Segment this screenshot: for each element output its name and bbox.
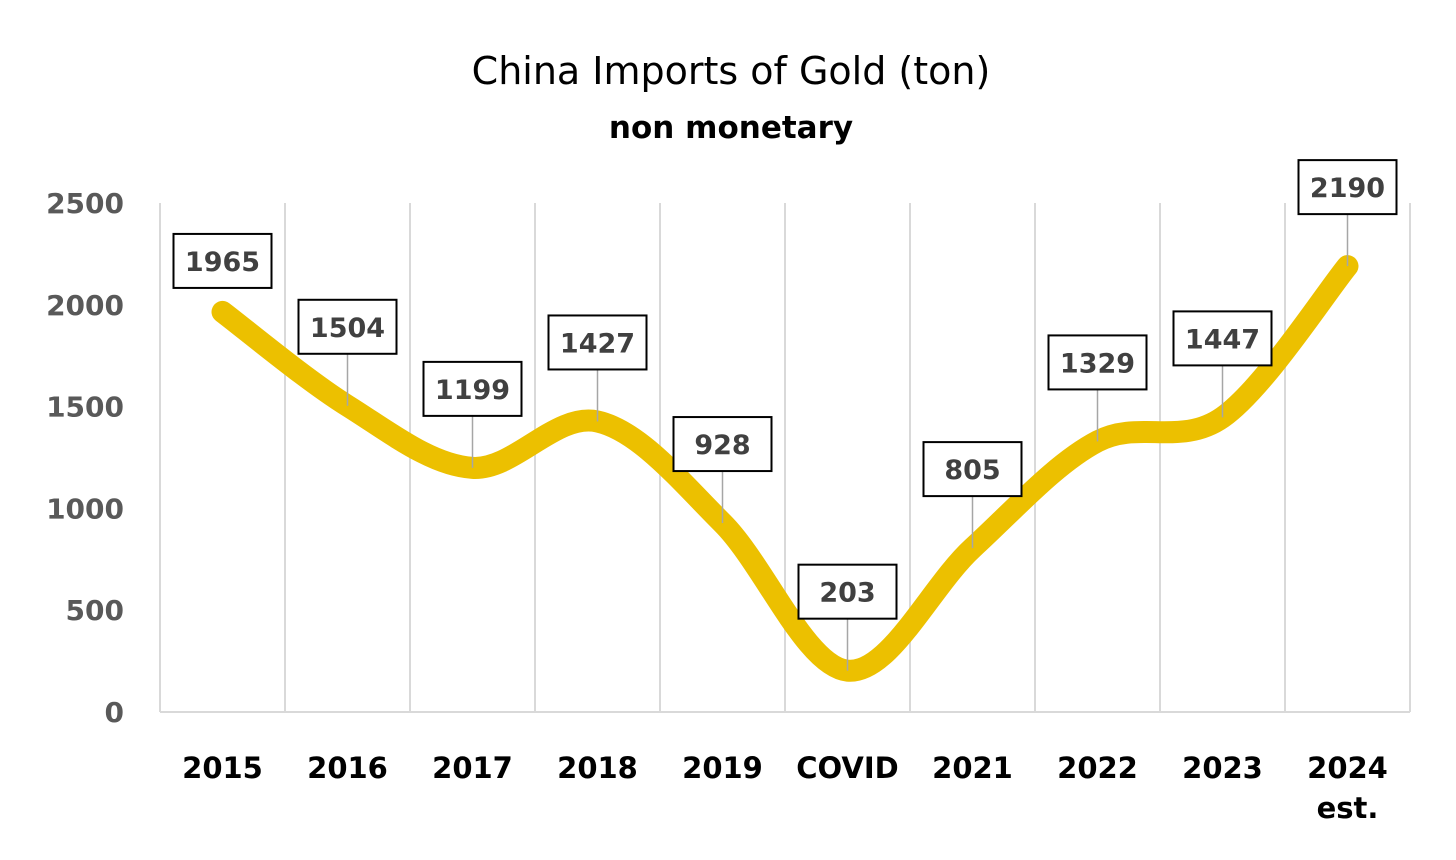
y-axis-ticks: 0 500 1000 1500 2000 2500	[46, 187, 124, 729]
data-label-box-2	[422, 360, 523, 417]
data-label-7: 1329	[1060, 348, 1135, 379]
x-tick-label-7: 2022	[1057, 751, 1138, 785]
y-tick-label-3: 1500	[46, 391, 124, 424]
data-label-2: 1199	[435, 375, 510, 406]
x-axis-ticks: 2015 2016 2017 2018 2019 COVID 2021 2022 2023 202…	[182, 751, 1388, 825]
x-tick-label-3: 2018	[557, 751, 638, 785]
y-tick-label-1: 500	[66, 594, 124, 627]
data-label-box-0	[172, 232, 273, 289]
data-label-box-6	[922, 441, 1023, 498]
x-tick-label-8: 2023	[1182, 751, 1263, 785]
data-label-5: 203	[819, 578, 875, 609]
series-line	[211, 255, 1359, 682]
x-tick-label-0: 2015	[182, 751, 263, 785]
x-tick-label-2: 2017	[432, 751, 513, 785]
data-label-box-8	[1172, 310, 1273, 367]
data-label-box-7	[1047, 334, 1148, 391]
x-tick-label-6: 2021	[932, 751, 1013, 785]
x-tick-label-1: 2016	[307, 751, 388, 785]
data-label-box-1	[297, 298, 398, 355]
data-label-box-9	[1297, 159, 1398, 216]
data-label-box-3	[547, 314, 648, 371]
gridlines	[159, 203, 1411, 713]
x-tick-label-9: 2024 est.	[1307, 751, 1388, 825]
data-label-0: 1965	[185, 247, 260, 278]
x-tick-label-5: COVID	[796, 751, 898, 785]
y-tick-label-0: 0	[105, 696, 124, 729]
data-label-4: 928	[694, 430, 750, 461]
y-tick-label-2: 1000	[46, 492, 124, 525]
chart-title: China Imports of Gold (ton)	[472, 49, 991, 93]
data-label-9: 2190	[1310, 173, 1385, 204]
y-tick-label-4: 2000	[46, 289, 124, 322]
data-label-8: 1447	[1185, 324, 1260, 355]
data-label-box-4	[672, 416, 773, 473]
data-point-0	[221, 310, 224, 313]
x-tick-label-4: 2019	[682, 751, 763, 785]
data-label-3: 1427	[560, 328, 635, 359]
chart-subtitle: non monetary	[609, 110, 853, 146]
data-label-6: 805	[944, 455, 1000, 486]
y-tick-label-5: 2500	[46, 187, 124, 220]
data-labels: 1965 1504 1199 1427 928 203 805 1329 1447 2190	[172, 159, 1398, 671]
data-label-1: 1504	[310, 313, 385, 344]
data-label-box-5	[797, 563, 898, 620]
